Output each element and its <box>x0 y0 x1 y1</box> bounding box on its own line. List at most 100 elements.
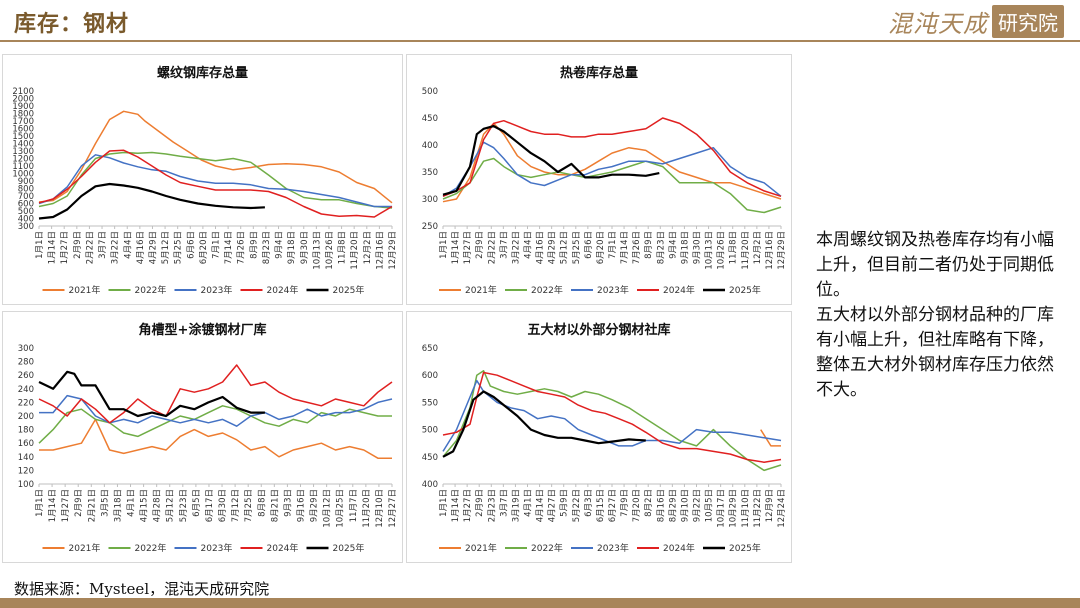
series-line-2021年 <box>760 429 781 447</box>
x-tick-label: 6月17日 <box>205 489 215 522</box>
x-tick-label: 1月14日 <box>48 489 58 522</box>
y-tick-label: 300 <box>18 222 34 232</box>
x-tick-label: 4月15日 <box>140 489 150 522</box>
series-line-2024年 <box>38 364 393 424</box>
legend-label: 2021年 <box>69 542 101 554</box>
series-line-2023年 <box>38 154 392 208</box>
y-tick-label: 160 <box>18 439 34 449</box>
x-tick-label: 10月5日 <box>705 489 715 522</box>
legend-label: 2021年 <box>465 542 497 554</box>
x-tick-label: 5月12日 <box>560 231 570 264</box>
x-tick-label: 9月3日 <box>283 489 293 517</box>
y-tick-label: 300 <box>18 344 34 354</box>
x-tick-label: 5月12日 <box>161 231 171 264</box>
x-tick-label: 9月22日 <box>693 489 703 522</box>
brand-box: 研究院 <box>992 4 1064 38</box>
x-tick-label: 11月10日 <box>741 489 751 528</box>
y-tick-label: 140 <box>18 453 34 463</box>
x-tick-label: 8月9日 <box>249 231 259 259</box>
series-line-2022年 <box>38 405 392 444</box>
x-tick-label: 11月22日 <box>753 489 763 528</box>
series-line-2024年 <box>442 371 782 463</box>
x-tick-label: 11月8日 <box>729 231 739 264</box>
x-tick-label: 4月27日 <box>548 489 558 522</box>
x-tick-label: 7月25日 <box>244 489 254 522</box>
brand-text: 混沌天成 <box>888 9 988 38</box>
y-tick-label: 600 <box>422 371 438 381</box>
x-tick-label: 4月29日 <box>548 231 558 264</box>
x-tick-label: 7月1日 <box>212 231 222 259</box>
y-tick-label: 200 <box>18 412 34 422</box>
x-tick-label: 5月25日 <box>572 231 582 264</box>
y-tick-label: 600 <box>18 200 34 210</box>
x-tick-label: 3月19日 <box>511 489 521 522</box>
x-tick-label: 10月26日 <box>325 231 335 270</box>
y-tick-label: 500 <box>18 207 34 217</box>
commentary: 本周螺纹钢及热卷库存均有小幅上升，但目前二者仍处于同期低位。 五大材以外部分钢材… <box>816 228 1066 403</box>
legend-label: 2024年 <box>267 542 299 554</box>
x-tick-label: 3月7日 <box>499 231 509 259</box>
y-tick-label: 1000 <box>12 170 34 180</box>
x-tick-label: 8月29日 <box>668 489 678 522</box>
x-tick-label: 4月14日 <box>536 489 546 522</box>
x-tick-label: 9月18日 <box>680 231 690 264</box>
legend-label: 2021年 <box>465 284 497 296</box>
x-tick-label: 12月29日 <box>388 231 398 270</box>
x-tick-label: 4月16日 <box>136 231 146 264</box>
x-tick-label: 10月13日 <box>312 231 322 270</box>
commentary-line-2: 五大材以外部分钢材品种的厂库有小幅上升，但社库略有下降，整体五大材外钢材库存压力… <box>816 305 1054 400</box>
series-line-2025年 <box>442 390 646 458</box>
rebar-inventory-chart: 螺纹钢库存总量 300 400 500 600 700 800 900 1000 1100 1200… <box>2 54 403 305</box>
x-tick-label: 12月2日 <box>753 231 763 264</box>
legend-label: 2023年 <box>201 284 233 296</box>
x-tick-label: 1月1日 <box>35 231 45 259</box>
x-tick-label: 4月1日 <box>524 489 534 517</box>
x-tick-label: 6月27日 <box>608 489 618 522</box>
legend-label: 2022年 <box>531 542 563 554</box>
x-tick-label: 8月9日 <box>644 231 654 259</box>
x-tick-label: 8月21日 <box>270 489 280 522</box>
series-line-2022年 <box>38 151 393 209</box>
x-tick-label: 4月4日 <box>524 231 534 259</box>
y-tick-label: 250 <box>422 222 438 232</box>
series-line-2021年 <box>38 110 393 204</box>
y-tick-label: 400 <box>18 215 34 225</box>
x-tick-label: 3月22日 <box>511 231 521 264</box>
series-line-2021年 <box>442 122 782 203</box>
x-tick-label: 2月9日 <box>475 231 485 259</box>
y-tick-label: 280 <box>18 358 34 368</box>
x-tick-label: 2月22日 <box>487 231 497 264</box>
x-tick-label: 1月14日 <box>451 231 461 264</box>
chart-title: 角槽型+涂镀钢材厂库 <box>139 322 267 338</box>
legend-label: 2022年 <box>531 284 563 296</box>
chart-svg: 螺纹钢库存总量 300400500600700800900100011001200… <box>12 65 398 296</box>
x-tick-label: 9月30日 <box>693 231 703 264</box>
x-tick-label: 7月12日 <box>231 489 241 522</box>
x-tick-label: 7月26日 <box>632 231 642 264</box>
x-tick-label: 10月26日 <box>717 231 727 270</box>
y-tick-label: 2100 <box>12 87 34 97</box>
legend-label: 2024年 <box>663 542 695 554</box>
x-tick-label: 9月10日 <box>680 489 690 522</box>
y-tick-label: 1900 <box>12 102 34 112</box>
legend-label: 2025年 <box>333 284 365 296</box>
x-tick-label: 9月4日 <box>668 231 678 259</box>
y-tick-label: 1100 <box>12 162 34 172</box>
y-tick-label: 100 <box>18 480 34 490</box>
y-tick-label: 500 <box>422 87 438 97</box>
y-tick-label: 1200 <box>12 155 34 165</box>
x-tick-label: 11月8日 <box>338 231 348 264</box>
x-tick-label: 2月21日 <box>87 489 97 522</box>
y-tick-label: 260 <box>18 371 34 381</box>
x-tick-label: 6月6日 <box>584 231 594 259</box>
x-tick-label: 9月4日 <box>275 231 285 259</box>
angle-coated-steel-chart: 角槽型+涂镀钢材厂库 100 120 140 160 180 200 220 240 260 280… <box>2 311 403 563</box>
y-tick-label: 1400 <box>12 140 34 150</box>
legend-label: 2023年 <box>201 542 233 554</box>
x-tick-label: 8月2日 <box>644 489 654 517</box>
x-tick-label: 3月7日 <box>499 489 509 517</box>
y-tick-label: 240 <box>18 385 34 395</box>
x-tick-label: 5月12日 <box>166 489 176 522</box>
hot-coil-inventory-chart: 热卷库存总量 250 300 350 400 450 500 1月1日 1月14日 1月27日 2月… <box>406 54 792 305</box>
x-tick-label: 6月20日 <box>199 231 209 264</box>
